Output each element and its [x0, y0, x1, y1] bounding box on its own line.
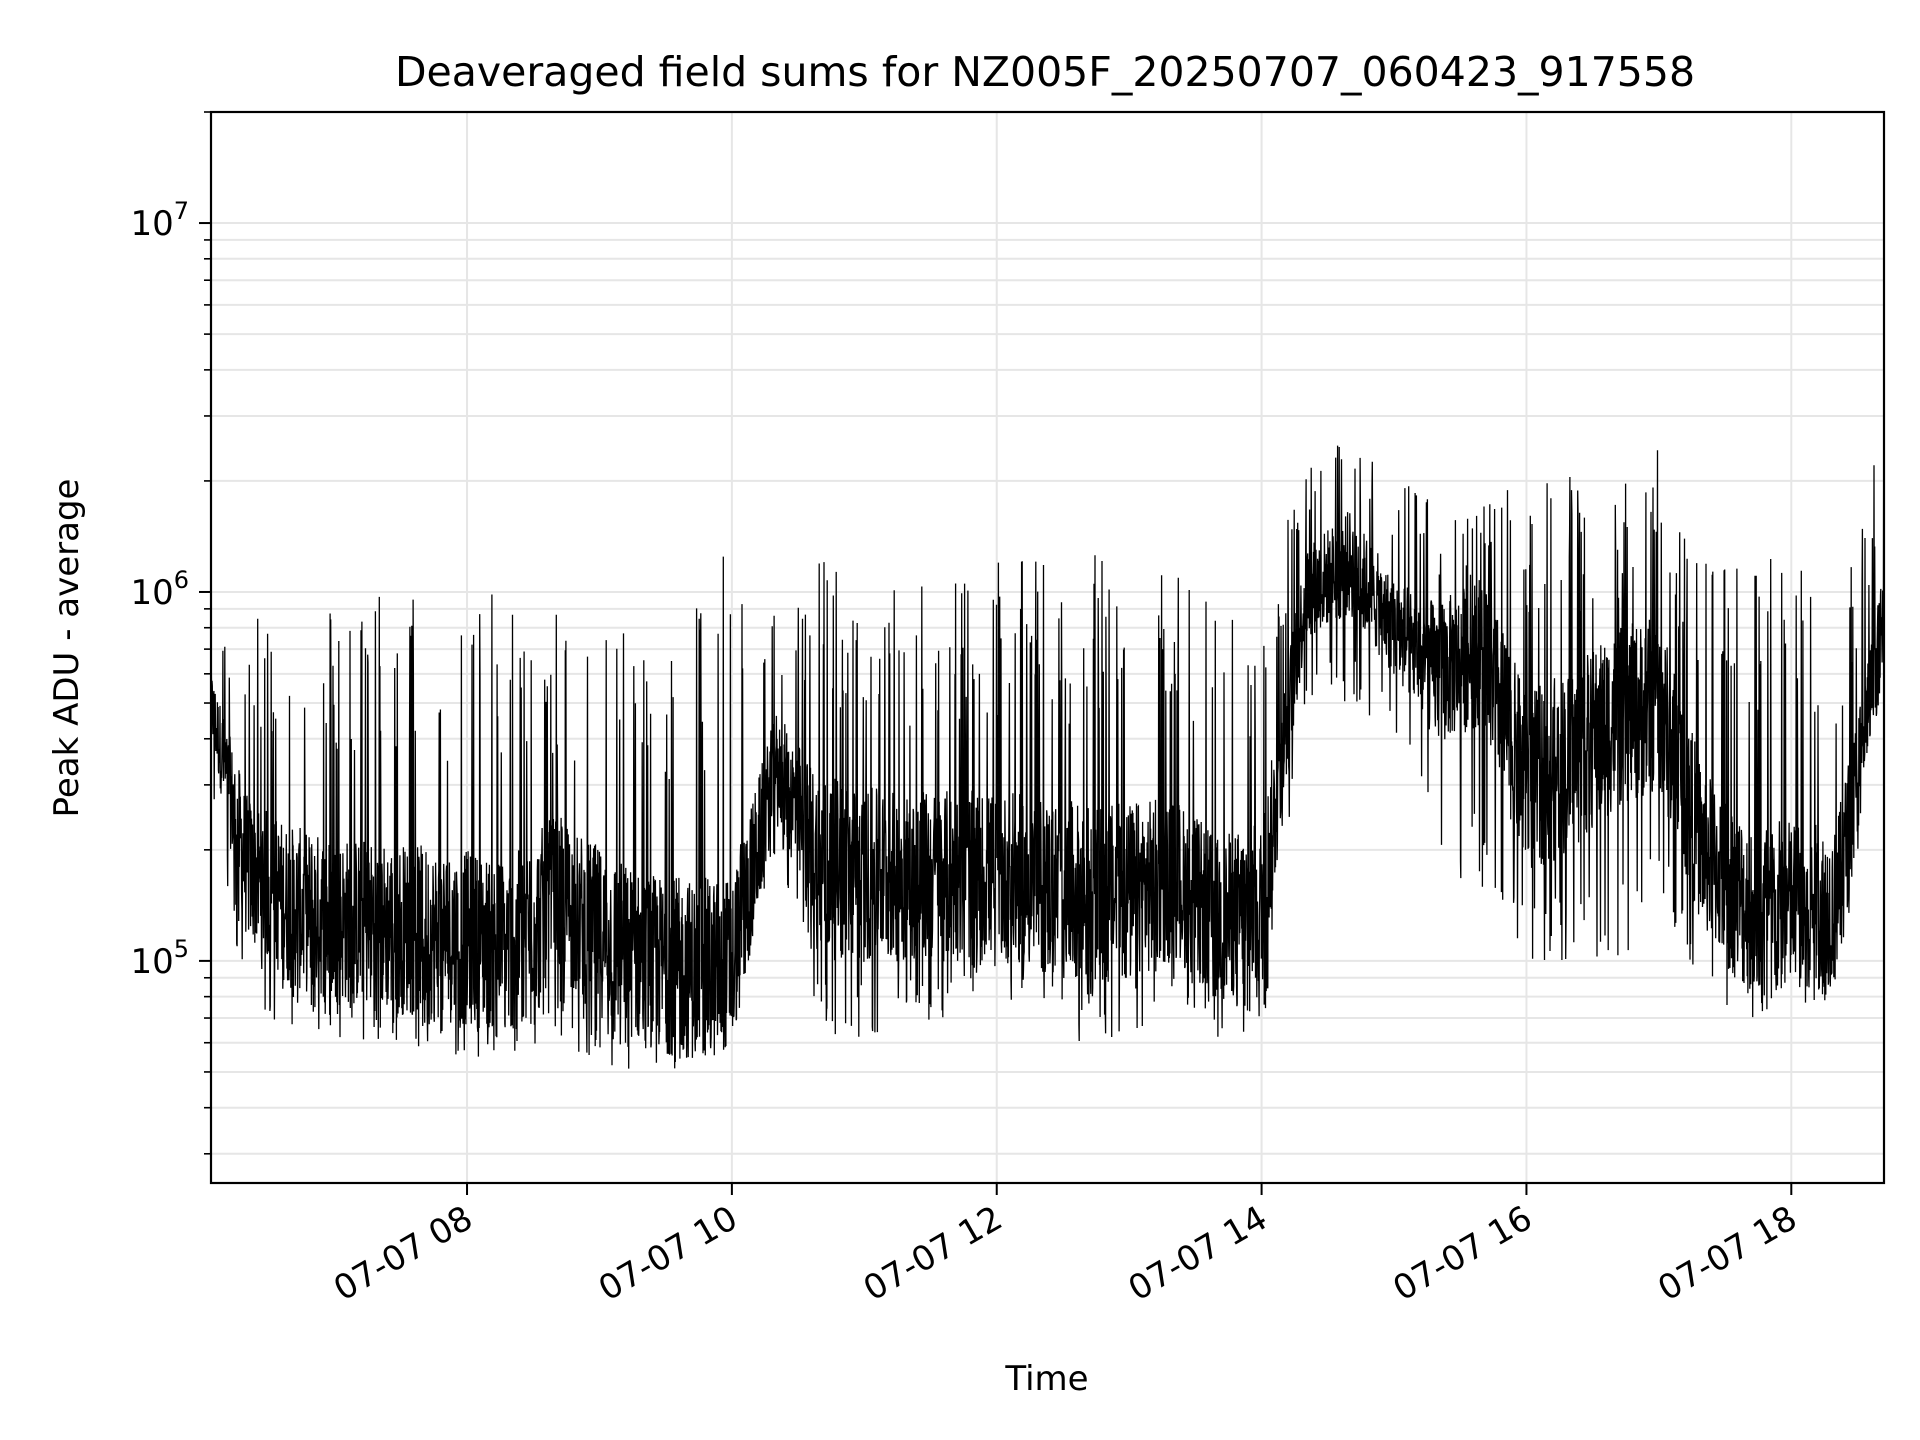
y-tick-label: 107 [130, 197, 189, 244]
y-axis-ticks: 105 106 107 [130, 111, 211, 1155]
y-tick-label: 106 [130, 566, 189, 613]
chart-title: Deaveraged field sums for NZ005F_2025070… [395, 48, 1695, 96]
x-axis-label: Time [1004, 1359, 1088, 1399]
axes-frame [209, 110, 1886, 1185]
y-axis-label: Peak ADU - average [47, 479, 87, 818]
plot-area [210, 445, 1885, 1069]
series-line-peak-adu [210, 445, 1885, 1069]
y-tick-label: 105 [130, 935, 189, 982]
